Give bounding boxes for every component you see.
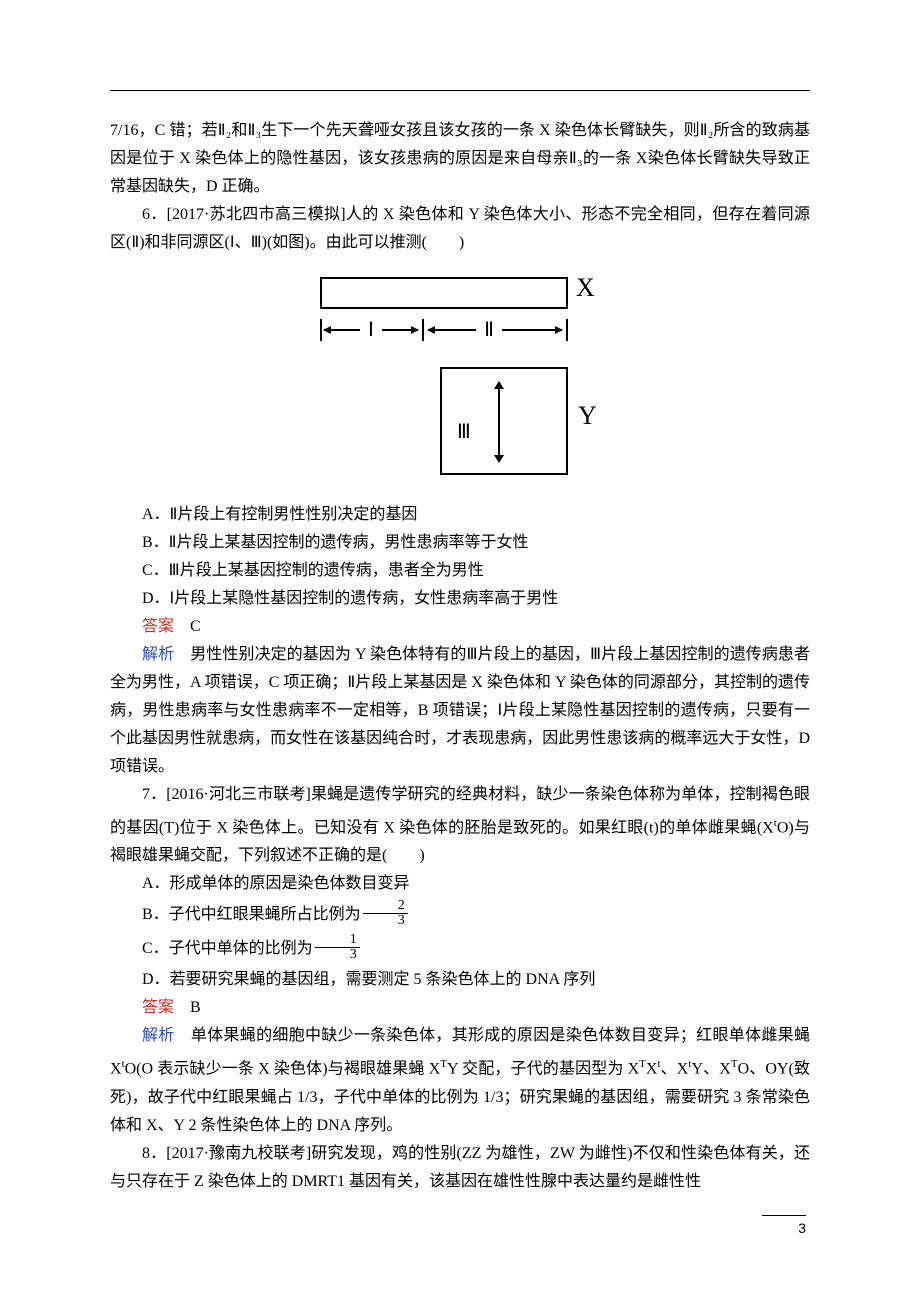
- q7-stem: 7．[2016·河北三市联考]果蝇是遗传学研究的经典材料，缺少一条染色体称为单体…: [110, 781, 810, 870]
- q6-option-b: B．Ⅱ片段上某基因控制的遗传病，男性患病率等于女性: [110, 529, 810, 557]
- q6-analysis-text: 男性性别决定的基因为 Y 染色体特有的Ⅲ片段上的基因，Ⅲ片段上基因控制的遗传病患…: [110, 646, 810, 775]
- footer-rule: [762, 1215, 806, 1216]
- q7-option-a: A．形成单体的原因是染色体数目变异: [110, 870, 810, 898]
- x-chromosome-bar: [320, 277, 568, 309]
- analysis-label: 解析: [142, 1027, 175, 1044]
- top-rule: [110, 90, 810, 91]
- seg-I: Ⅰ: [360, 319, 382, 341]
- answer-label: 答案: [142, 618, 174, 635]
- fraction-2-3: 23: [363, 899, 408, 928]
- q7-answer-value: B: [174, 999, 201, 1016]
- q8-stem: 8．[2017·豫南九校联考]研究发现，鸡的性别(ZZ 为雄性，ZW 为雌性)不…: [110, 1140, 810, 1196]
- fraction-1-3: 13: [315, 933, 360, 962]
- answer-label: 答案: [142, 999, 174, 1016]
- q6-stem: 6．[2017·苏北四市高三模拟]人的 X 染色体和 Y 染色体大小、形态不完全…: [110, 201, 810, 257]
- q6-option-c: C．Ⅲ片段上某基因控制的遗传病，患者全为男性: [110, 557, 810, 585]
- seg-II: Ⅱ: [478, 319, 500, 341]
- q6-analysis: 解析 男性性别决定的基因为 Y 染色体特有的Ⅲ片段上的基因，Ⅲ片段上基因控制的遗…: [110, 641, 810, 781]
- analysis-label: 解析: [142, 646, 174, 663]
- segment-labels: Ⅰ Ⅱ: [320, 319, 568, 345]
- q7-option-d: D．若要研究果蝇的基因组，需要测定 5 条染色体上的 DNA 序列: [110, 966, 810, 994]
- q7-option-b: B．子代中红眼果蝇所占比例为23: [110, 898, 810, 932]
- seg-III: Ⅲ: [456, 419, 472, 444]
- page: 7/16，C 错；若Ⅱ₂和Ⅱ₃生下一个先天聋哑女孩且该女孩的一条 X 染色体长臂…: [0, 0, 920, 1256]
- q6-option-d: D．Ⅰ片段上某隐性基因控制的遗传病，女性患病率高于男性: [110, 585, 810, 613]
- q7-option-c: C．子代中单体的比例为13: [110, 932, 810, 966]
- q7-answer: 答案 B: [110, 994, 810, 1022]
- x-label: X: [576, 273, 595, 303]
- seg-III-arrows: [482, 381, 510, 463]
- q7-analysis: 解析 单体果蝇的细胞中缺少一条染色体，其形成的原因是染色体数目变异；红眼单体雌果…: [110, 1022, 810, 1139]
- xy-chromosome-diagram: X Ⅰ Ⅱ Y Ⅲ: [310, 271, 610, 491]
- page-number: 3: [798, 1220, 806, 1236]
- q6-answer-value: C: [174, 618, 201, 635]
- q6-answer: 答案 C: [110, 613, 810, 641]
- y-label: Y: [578, 401, 597, 431]
- prev-analysis-continued: 7/16，C 错；若Ⅱ₂和Ⅱ₃生下一个先天聋哑女孩且该女孩的一条 X 染色体长臂…: [110, 117, 810, 201]
- q6-option-a: A．Ⅱ片段上有控制男性性别决定的基因: [110, 501, 810, 529]
- q6-diagram: X Ⅰ Ⅱ Y Ⅲ: [110, 271, 810, 491]
